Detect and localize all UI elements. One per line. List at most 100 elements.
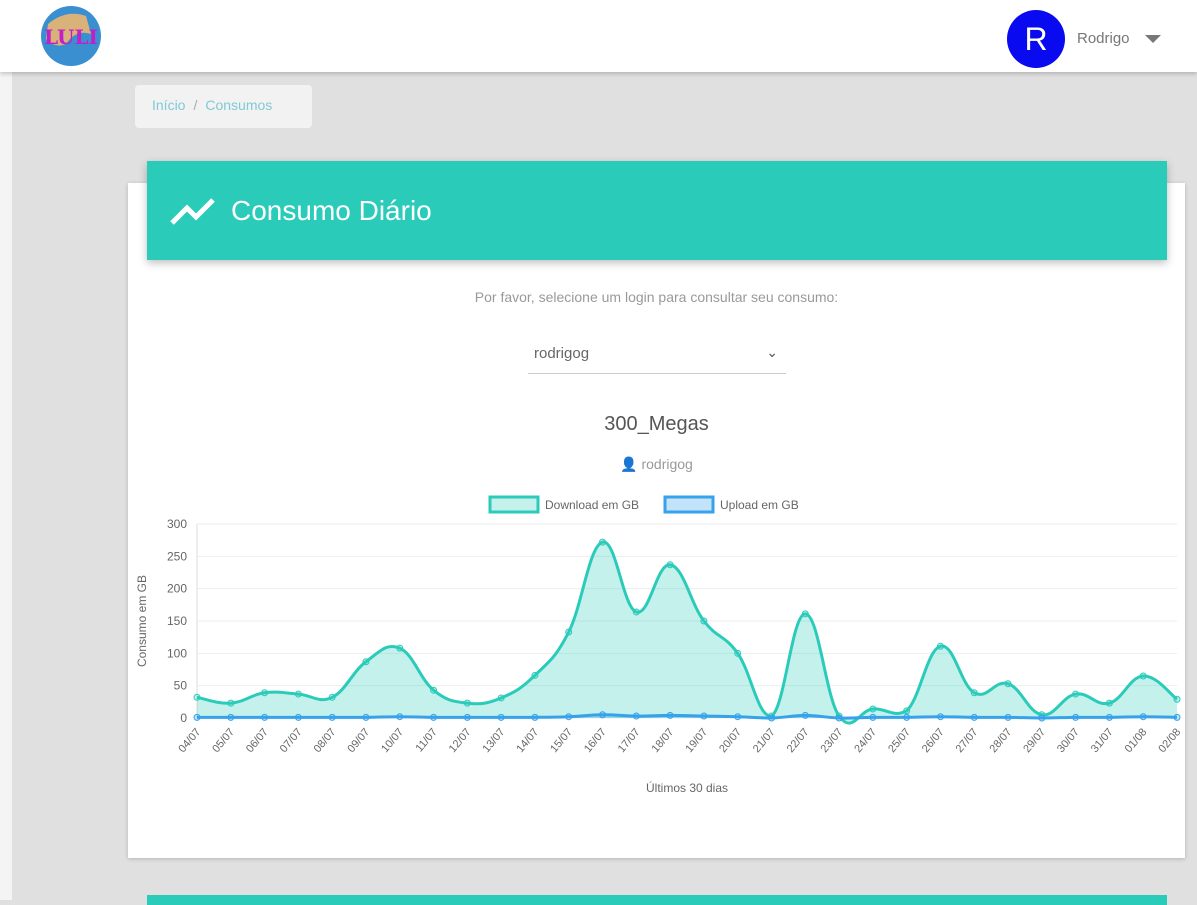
breadcrumb-home[interactable]: Início	[152, 97, 186, 113]
x-tick-label: 04/07	[176, 726, 203, 755]
data-point	[1072, 713, 1080, 721]
data-point	[801, 711, 809, 719]
y-tick-label: 300	[167, 517, 187, 531]
svg-text:LULI: LULI	[44, 25, 98, 49]
avatar[interactable]: R	[1007, 10, 1065, 68]
legend-label: Upload em GB	[720, 498, 799, 512]
data-point	[430, 713, 438, 721]
data-point	[396, 713, 404, 721]
top-bar: LULI R Rodrigo	[0, 0, 1197, 72]
x-tick-label: 17/07	[616, 726, 643, 755]
x-tick-label: 23/07	[818, 726, 845, 755]
sidebar-strip	[0, 72, 12, 900]
data-point	[1139, 672, 1147, 680]
data-point	[869, 713, 877, 721]
x-tick-label: 05/07	[210, 726, 237, 755]
data-point	[497, 713, 505, 721]
data-point	[565, 628, 573, 636]
data-point	[903, 707, 911, 715]
login-select[interactable]: rodrigog ⌄	[528, 336, 786, 374]
data-point	[193, 713, 201, 721]
y-tick-label: 150	[167, 614, 187, 628]
data-point	[1004, 680, 1012, 688]
chevron-down-icon: ⌄	[766, 344, 778, 360]
data-point	[1072, 690, 1080, 698]
data-point	[936, 642, 944, 650]
x-axis-label: Últimos 30 dias	[646, 780, 728, 795]
data-point	[801, 610, 809, 618]
data-point	[1105, 713, 1113, 721]
breadcrumb: Início / Consumos	[135, 85, 312, 128]
data-point	[193, 693, 201, 701]
data-point	[1173, 713, 1181, 721]
person-icon: 👤	[620, 456, 638, 472]
data-point	[463, 713, 471, 721]
card-title: Consumo Diário	[231, 194, 432, 226]
data-point	[362, 713, 370, 721]
x-tick-label: 16/07	[582, 726, 609, 755]
y-tick-label: 100	[167, 646, 187, 660]
data-point	[666, 561, 674, 569]
x-tick-label: 30/07	[1055, 726, 1082, 755]
data-point	[294, 713, 302, 721]
plan-name: 300_Megas	[604, 413, 709, 435]
x-tick-label: 01/08	[1123, 726, 1150, 755]
data-point	[903, 713, 911, 721]
series-area-0	[197, 541, 1177, 724]
user-menu-name[interactable]: Rodrigo	[1077, 30, 1130, 47]
x-tick-label: 12/07	[447, 726, 474, 755]
data-point	[1004, 713, 1012, 721]
data-point	[565, 713, 573, 721]
legend-swatch	[488, 495, 540, 514]
data-point	[261, 713, 269, 721]
data-point	[599, 711, 607, 719]
caret-down-icon[interactable]	[1145, 35, 1161, 43]
x-tick-label: 27/07	[954, 726, 981, 755]
data-point	[531, 671, 539, 679]
y-tick-label: 50	[174, 679, 188, 693]
x-tick-label: 21/07	[751, 726, 778, 755]
x-tick-label: 11/07	[413, 726, 439, 754]
y-tick-label: 0	[180, 711, 187, 725]
card-header: Consumo Diário	[147, 161, 1167, 260]
data-point	[531, 713, 539, 721]
data-point	[835, 714, 843, 722]
x-tick-label: 10/07	[379, 726, 406, 755]
legend-label: Download em GB	[545, 498, 639, 512]
x-tick-label: 25/07	[886, 726, 913, 755]
chart-user-name: rodrigog	[641, 456, 693, 472]
x-tick-label: 02/08	[1156, 726, 1183, 755]
data-point	[700, 712, 708, 720]
data-point	[227, 713, 235, 721]
logo[interactable]: LULI	[36, 4, 106, 68]
data-point	[599, 538, 607, 546]
x-tick-label: 06/07	[244, 726, 271, 755]
data-point	[666, 711, 674, 719]
x-tick-label: 14/07	[514, 726, 541, 755]
trending-up-icon	[170, 197, 215, 225]
data-point	[970, 689, 978, 697]
login-select-value: rodrigog	[534, 345, 590, 362]
data-point	[497, 694, 505, 702]
x-tick-label: 19/07	[683, 726, 710, 755]
data-point	[734, 713, 742, 721]
login-prompt: Por favor, selecione um login para consu…	[474, 289, 839, 305]
data-point	[700, 617, 708, 625]
x-tick-label: 26/07	[920, 726, 947, 755]
x-tick-label: 28/07	[987, 726, 1014, 755]
data-point	[632, 712, 640, 720]
data-point	[430, 686, 438, 694]
y-axis-label: Consumo em GB	[135, 575, 149, 667]
breadcrumb-current[interactable]: Consumos	[205, 97, 273, 113]
data-point	[362, 658, 370, 666]
data-point	[328, 713, 336, 721]
data-point	[396, 644, 404, 652]
legend-swatch	[663, 495, 715, 514]
y-tick-label: 200	[167, 582, 187, 596]
x-tick-label: 31/07	[1089, 726, 1116, 755]
data-point	[1038, 714, 1046, 722]
data-point	[632, 608, 640, 616]
x-tick-label: 22/07	[785, 726, 812, 755]
data-point	[970, 713, 978, 721]
